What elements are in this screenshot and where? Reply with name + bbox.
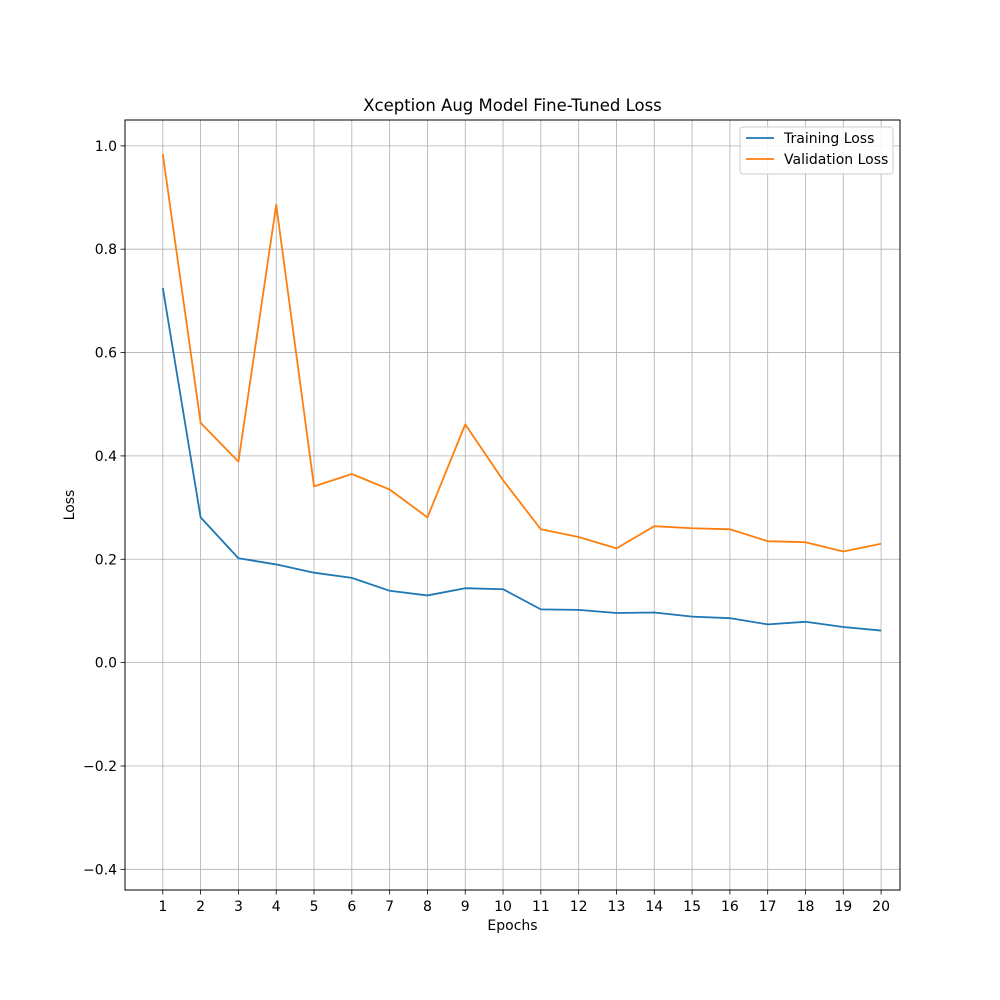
x-tick-label: 19 — [834, 899, 852, 915]
x-tick-label: 8 — [423, 899, 432, 915]
x-tick-label: 18 — [797, 899, 815, 915]
y-tick-label: 0.6 — [95, 346, 117, 362]
x-tick-label: 17 — [759, 899, 777, 915]
x-tick-label: 15 — [683, 899, 701, 915]
x-tick-label: 7 — [385, 899, 394, 915]
chart-title: Xception Aug Model Fine-Tuned Loss — [363, 96, 662, 115]
x-tick-label: 13 — [608, 899, 626, 915]
y-axis-label: Loss — [62, 490, 78, 521]
validation-loss-line — [161, 153, 882, 553]
x-tick-label: 9 — [461, 899, 470, 915]
x-tick-label: 3 — [234, 899, 243, 915]
legend-label-training-loss: Training Loss — [783, 131, 874, 147]
x-axis-ticks: 1 2 3 4 5 6 7 8 9 10 11 12 13 14 15 16 17 18 19 20 — [158, 890, 890, 915]
y-tick-label: 0.0 — [95, 656, 117, 672]
plot-area-frame — [124, 119, 901, 891]
x-tick-label: 11 — [532, 899, 550, 915]
series-lines — [161, 153, 882, 632]
legend-label-validation-loss: Validation Loss — [784, 152, 888, 168]
x-tick-label: 5 — [310, 899, 319, 915]
y-tick-label: 0.4 — [95, 449, 117, 465]
x-tick-label: 10 — [494, 899, 512, 915]
x-tick-label: 20 — [872, 899, 890, 915]
y-tick-label: 1.0 — [95, 139, 117, 155]
legend: Training Loss Validation Loss — [739, 126, 894, 175]
y-tick-label: −0.4 — [83, 862, 117, 878]
x-tick-label: 14 — [645, 899, 663, 915]
x-tick-label: 6 — [347, 899, 356, 915]
legend-box — [739, 126, 894, 175]
x-axis-label: Epochs — [487, 918, 537, 934]
training-loss-line — [161, 287, 882, 632]
y-tick-label: 0.2 — [95, 552, 117, 568]
y-tick-label: 0.8 — [95, 242, 117, 258]
x-tick-label: 1 — [158, 899, 167, 915]
x-tick-label: 4 — [272, 899, 281, 915]
grid-lines — [125, 120, 900, 890]
x-tick-label: 12 — [570, 899, 588, 915]
x-tick-label: 16 — [721, 899, 739, 915]
x-tick-label: 2 — [196, 899, 205, 915]
y-axis-ticks: −0.4 −0.2 0.0 0.2 0.4 0.6 0.8 1.0 — [83, 139, 125, 878]
y-tick-label: −0.2 — [83, 759, 117, 775]
